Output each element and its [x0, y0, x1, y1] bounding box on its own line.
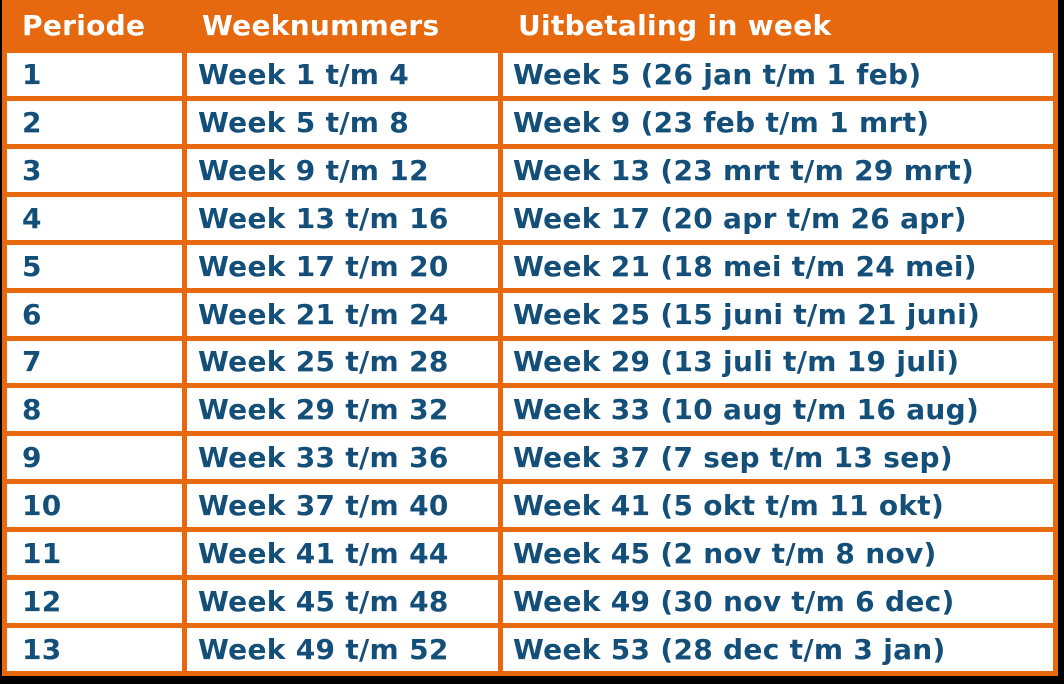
periode-cell: 1: [2, 48, 187, 101]
periode-cell: 2: [2, 95, 187, 149]
periode-cell: 7: [2, 335, 187, 389]
table-row: 10 Week 37 t/m 40 Week 41 (5 okt t/m 11 ok…: [2, 479, 1058, 533]
table-row: 7 Week 25 t/m 28 Week 29 (13 juli t/m 19 j…: [2, 335, 1058, 389]
uitbetaling-cell: Week 5 (26 jan t/m 1 feb): [498, 48, 1058, 101]
table-header: Periode Weeknummers Uitbetaling in week: [2, 0, 1058, 53]
periode-cell: 10: [2, 479, 187, 533]
header-row: Periode Weeknummers Uitbetaling in week: [2, 0, 1058, 53]
uitbetaling-cell: Week 9 (23 feb t/m 1 mrt): [498, 95, 1058, 149]
weeknummers-cell: Week 13 t/m 16: [182, 191, 503, 245]
table-row: 13 Week 49 t/m 52 Week 53 (28 dec t/m 3 ja…: [2, 623, 1058, 676]
uitbetaling-cell: Week 29 (13 juli t/m 19 juli): [498, 335, 1058, 389]
weeknummers-cell: Week 17 t/m 20: [182, 239, 503, 293]
weeknummers-cell: Week 9 t/m 12: [182, 143, 503, 197]
table-row: 8 Week 29 t/m 32 Week 33 (10 aug t/m 16 au…: [2, 383, 1058, 437]
uitbetaling-cell: Week 33 (10 aug t/m 16 aug): [498, 383, 1058, 437]
uitbetaling-cell: Week 25 (15 juni t/m 21 juni): [498, 287, 1058, 341]
uitbetaling-cell: Week 17 (20 apr t/m 26 apr): [498, 191, 1058, 245]
table-body: 1 Week 1 t/m 4 Week 5 (26 jan t/m 1 feb) 2 W…: [2, 48, 1058, 676]
periode-cell: 8: [2, 383, 187, 437]
table-row: 3 Week 9 t/m 12 Week 13 (23 mrt t/m 29 mrt…: [2, 143, 1058, 197]
uitbetaling-cell: Week 45 (2 nov t/m 8 nov): [498, 527, 1058, 581]
periode-cell: 13: [2, 623, 187, 676]
periode-cell: 3: [2, 143, 187, 197]
periode-cell: 4: [2, 191, 187, 245]
uitbetaling-cell: Week 13 (23 mrt t/m 29 mrt): [498, 143, 1058, 197]
uitbetaling-cell: Week 53 (28 dec t/m 3 jan): [498, 623, 1058, 676]
table-row: 12 Week 45 t/m 48 Week 49 (30 nov t/m 6 de…: [2, 575, 1058, 629]
weeknummers-cell: Week 1 t/m 4: [182, 48, 503, 101]
weeknummers-cell: Week 21 t/m 24: [182, 287, 503, 341]
uitbetaling-cell: Week 41 (5 okt t/m 11 okt): [498, 479, 1058, 533]
weeknummers-cell: Week 25 t/m 28: [182, 335, 503, 389]
weeknummers-cell: Week 49 t/m 52: [182, 623, 503, 676]
table-row: 9 Week 33 t/m 36 Week 37 (7 sep t/m 13 sep…: [2, 431, 1058, 485]
periode-cell: 9: [2, 431, 187, 485]
uitbetaling-cell: Week 21 (18 mei t/m 24 mei): [498, 239, 1058, 293]
weeknummers-cell: Week 29 t/m 32: [182, 383, 503, 437]
weeknummers-cell: Week 5 t/m 8: [182, 95, 503, 149]
uitbetaling-cell: Week 49 (30 nov t/m 6 dec): [498, 575, 1058, 629]
table-row: 4 Week 13 t/m 16 Week 17 (20 apr t/m 26 ap…: [2, 191, 1058, 245]
weeknummers-cell: Week 41 t/m 44: [182, 527, 503, 581]
column-header-weeknummers: Weeknummers: [182, 0, 503, 53]
table-row: 2 Week 5 t/m 8 Week 9 (23 feb t/m 1 mrt): [2, 95, 1058, 149]
weeknummers-cell: Week 33 t/m 36: [182, 431, 503, 485]
periode-cell: 5: [2, 239, 187, 293]
periode-cell: 11: [2, 527, 187, 581]
column-header-uitbetaling: Uitbetaling in week: [498, 0, 1058, 53]
periode-cell: 6: [2, 287, 187, 341]
table-row: 5 Week 17 t/m 20 Week 21 (18 mei t/m 24 me…: [2, 239, 1058, 293]
periode-cell: 12: [2, 575, 187, 629]
weeknummers-cell: Week 37 t/m 40: [182, 479, 503, 533]
table-row: 11 Week 41 t/m 44 Week 45 (2 nov t/m 8 nov…: [2, 527, 1058, 581]
weeknummers-cell: Week 45 t/m 48: [182, 575, 503, 629]
column-header-periode: Periode: [2, 0, 187, 53]
table-row: 1 Week 1 t/m 4 Week 5 (26 jan t/m 1 feb): [2, 48, 1058, 101]
table-row: 6 Week 21 t/m 24 Week 25 (15 juni t/m 21 j…: [2, 287, 1058, 341]
uitbetaling-cell: Week 37 (7 sep t/m 13 sep): [498, 431, 1058, 485]
